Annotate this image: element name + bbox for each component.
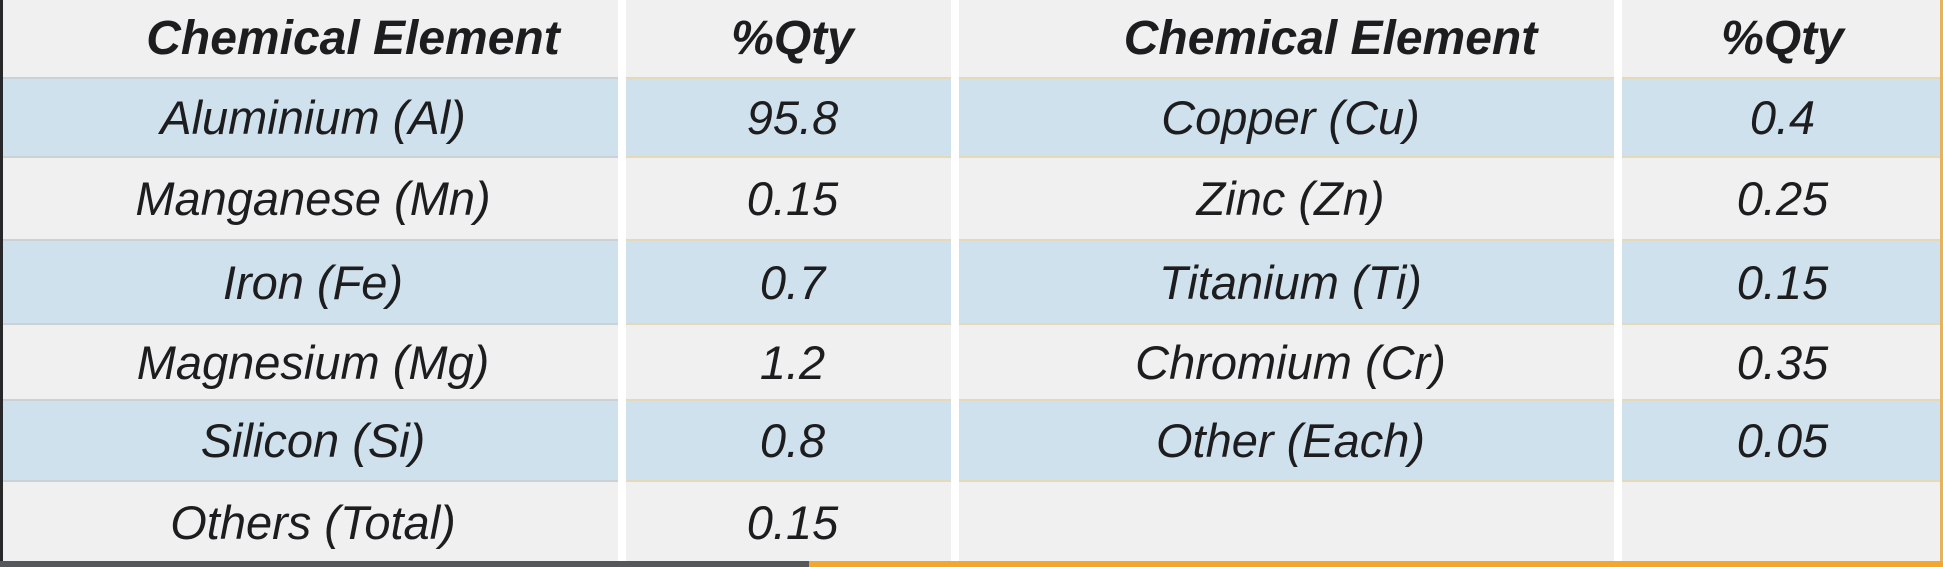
cell-element: Silicon (Si) bbox=[0, 401, 626, 482]
cell-qty: 95.8 bbox=[626, 79, 959, 158]
cell-qty: 0.15 bbox=[1622, 241, 1943, 325]
cell-element: Manganese (Mn) bbox=[0, 158, 626, 241]
cell-qty: 1.2 bbox=[626, 325, 959, 401]
cell-qty bbox=[1622, 482, 1943, 562]
cell-qty: 0.8 bbox=[626, 401, 959, 482]
header-row: Chemical Element %Qty Chemical Element %… bbox=[0, 0, 1943, 79]
cell-element: Magnesium (Mg) bbox=[0, 325, 626, 401]
left-edge-border bbox=[0, 0, 3, 567]
right-header-qty: %Qty bbox=[1622, 0, 1943, 79]
bottom-border-dark bbox=[0, 561, 809, 567]
right-edge-border bbox=[1940, 0, 1943, 567]
cell-element: Iron (Fe) bbox=[0, 241, 626, 325]
cell-element: Zinc (Zn) bbox=[959, 158, 1622, 241]
cell-qty: 0.4 bbox=[1622, 79, 1943, 158]
cell-element bbox=[959, 482, 1622, 562]
cell-qty: 0.05 bbox=[1622, 401, 1943, 482]
cell-element: Aluminium (Al) bbox=[0, 79, 626, 158]
cell-element: Other (Each) bbox=[959, 401, 1622, 482]
column-separator bbox=[618, 0, 626, 561]
cell-element: Titanium (Ti) bbox=[959, 241, 1622, 325]
left-header-element: Chemical Element bbox=[0, 0, 626, 79]
table-row: Iron (Fe) 0.7 Titanium (Ti) 0.15 bbox=[0, 241, 1943, 325]
cell-qty: 0.35 bbox=[1622, 325, 1943, 401]
cell-qty: 0.15 bbox=[746, 495, 839, 549]
table-divider bbox=[951, 0, 959, 561]
bottom-border-orange bbox=[809, 561, 1943, 567]
cell-element: Others (Total) bbox=[170, 495, 456, 549]
table-row: Aluminium (Al) 95.8 Copper (Cu) 0.4 bbox=[0, 79, 1943, 158]
cell-qty: 0.7 bbox=[626, 241, 959, 325]
cell-qty: 0.15 bbox=[626, 158, 959, 241]
cell-element: Chromium (Cr) bbox=[959, 325, 1622, 401]
table-row: Others (Total) 0.15 bbox=[0, 482, 1943, 562]
cell-element: Copper (Cu) bbox=[959, 79, 1622, 158]
left-header-qty: %Qty bbox=[626, 0, 959, 79]
table-row: Manganese (Mn) 0.15 Zinc (Zn) 0.25 bbox=[0, 158, 1943, 241]
table-row: Silicon (Si) 0.8 Other (Each) 0.05 bbox=[0, 401, 1943, 482]
column-separator bbox=[1614, 0, 1622, 561]
cell-qty: 0.25 bbox=[1622, 158, 1943, 241]
right-header-element: Chemical Element bbox=[959, 0, 1622, 79]
table-row: Magnesium (Mg) 1.2 Chromium (Cr) 0.35 bbox=[0, 325, 1943, 401]
